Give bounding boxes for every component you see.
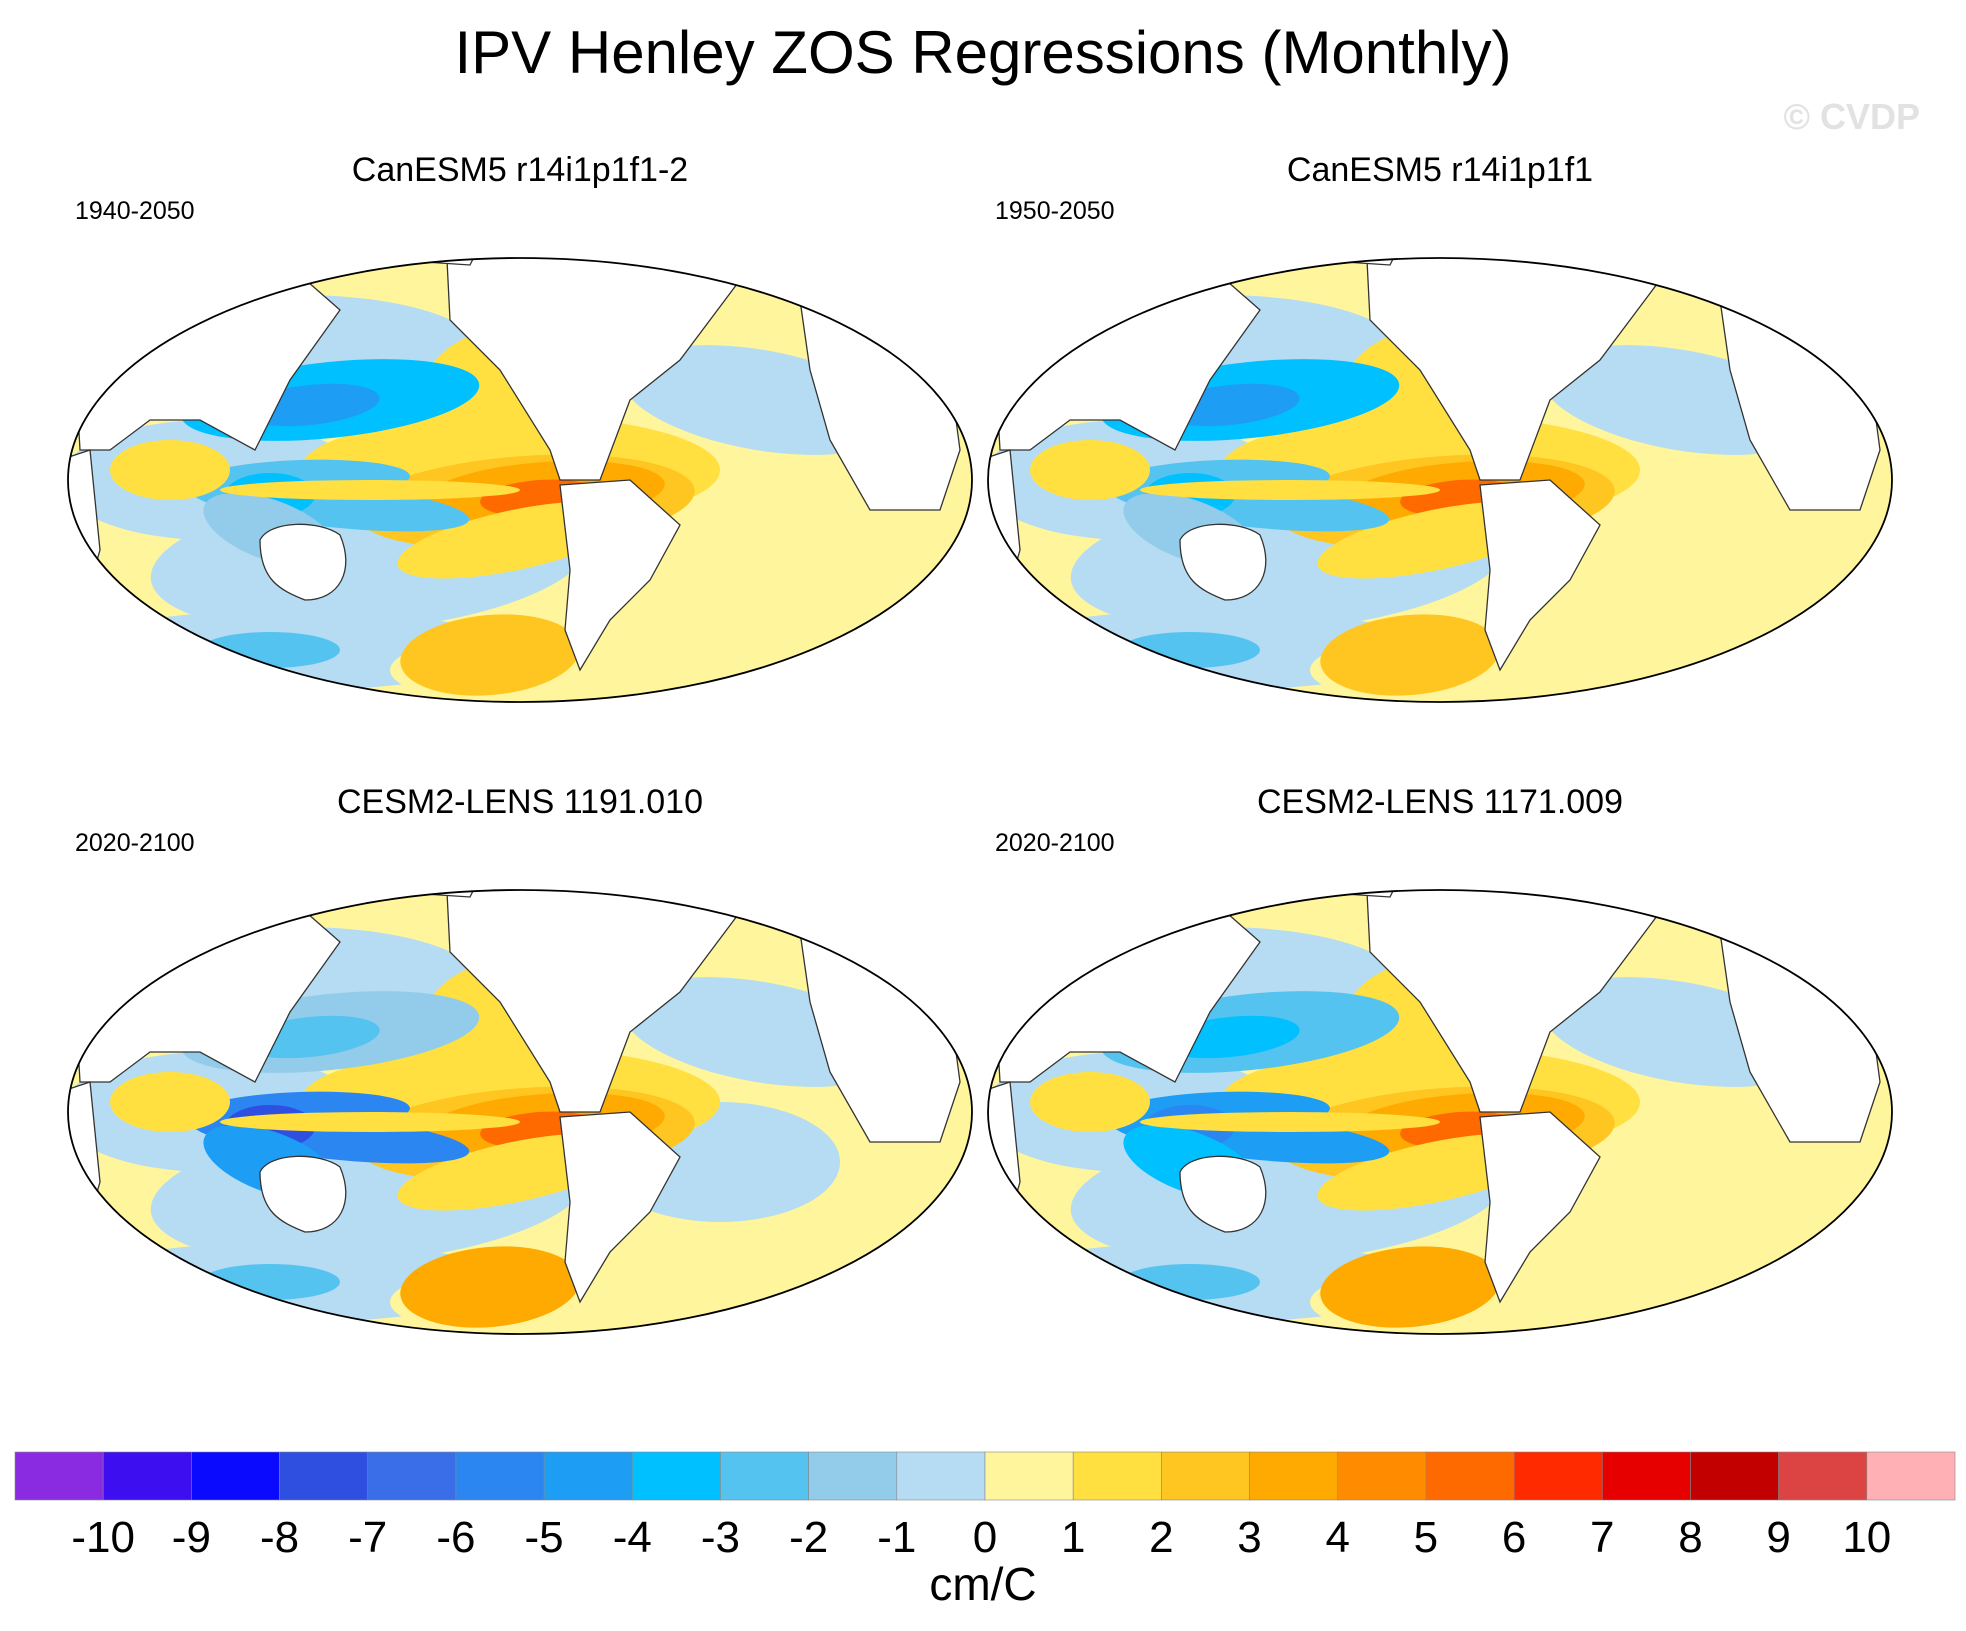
colorbar-swatch (984, 1451, 1074, 1501)
colorbar-swatch (720, 1451, 809, 1501)
colorbar-swatch (1337, 1451, 1427, 1501)
colorbar-swatch (808, 1451, 898, 1501)
equatorial-wedge (220, 1112, 520, 1132)
indian-ocean-positive (1030, 440, 1150, 500)
colorbar-tick-label: 7 (1590, 1513, 1614, 1558)
equatorial-wedge (1140, 480, 1440, 500)
colorbar-tick-label: -8 (260, 1513, 299, 1558)
colorbar-tick-label: 3 (1237, 1513, 1261, 1558)
colorbar-swatch (896, 1451, 986, 1501)
colorbar-tick-label: -3 (701, 1513, 740, 1558)
map-panel: CESM2-LENS 1191.010 2020-2100 (40, 782, 1000, 1402)
colorbar-swatch (1425, 1451, 1515, 1501)
south-america-landmass (559, 1111, 681, 1304)
map-outline (987, 257, 1893, 703)
southeast-pacific-positive (1320, 1246, 1500, 1328)
colorbar-tick-label: -1 (877, 1513, 916, 1558)
colorbar-swatch (1778, 1451, 1868, 1501)
panel-period: 1940-2050 (75, 197, 195, 225)
south-america-landmass (1479, 479, 1601, 672)
map-panel: CanESM5 r14i1p1f1 1950-2050 (960, 150, 1920, 770)
colorbar-swatch (1161, 1451, 1250, 1501)
map-panel: CanESM5 r14i1p1f1-2 1940-2050 (40, 150, 1000, 770)
colorbar-swatch (1072, 1451, 1162, 1501)
arctic-negative (1290, 848, 1370, 876)
equatorial-wedge (220, 480, 520, 500)
colorbar-swatch (1601, 1451, 1691, 1501)
panel-title: CanESM5 r14i1p1f1-2 (351, 151, 689, 189)
colorbar-swatch (1690, 1451, 1779, 1501)
colorbar-tick-label: -5 (525, 1513, 564, 1558)
australia-landmass (1179, 1155, 1267, 1233)
colorbar-swatch (279, 1451, 369, 1501)
colorbar-swatch (455, 1451, 545, 1501)
arctic-negative (370, 216, 450, 244)
panel-period: 2020-2100 (75, 829, 195, 857)
colorbar-tick-label: 10 (1842, 1513, 1891, 1558)
map-outline (987, 889, 1893, 1335)
equatorial-wedge (1140, 1112, 1440, 1132)
colorbar-tick-label: 8 (1678, 1513, 1702, 1558)
colorbar-tick-label: -7 (348, 1513, 387, 1558)
map-svg (67, 848, 973, 1402)
map-svg (987, 216, 1893, 770)
australia-landmass (1179, 523, 1267, 601)
southeast-pacific-positive (1320, 614, 1500, 696)
page-title: IPV Henley ZOS Regressions (Monthly) (454, 19, 1512, 86)
panel-period: 2020-2100 (995, 829, 1115, 857)
map-svg (67, 216, 973, 770)
map-panel: CESM2-LENS 1171.009 2020-2100 (960, 782, 1920, 1402)
colorbar-tick-label: 1 (1061, 1513, 1085, 1558)
colorbar-swatch (631, 1451, 721, 1501)
colorbar-swatch (14, 1451, 104, 1501)
antarctica-landmass (1000, 1342, 1880, 1402)
panel-title: CESM2-LENS 1191.010 (336, 783, 703, 821)
colorbar-swatch (191, 1451, 280, 1501)
panel-title: CESM2-LENS 1171.009 (1256, 783, 1623, 821)
colorbar-tick-label: 9 (1766, 1513, 1790, 1558)
map-svg (987, 848, 1893, 1402)
australia-landmass (259, 523, 347, 601)
colorbar-swatch (367, 1451, 457, 1501)
colorbar-swatch (1866, 1451, 1956, 1501)
arctic-negative (1290, 216, 1370, 244)
colorbar-tick-label: -2 (789, 1513, 828, 1558)
southeast-pacific-positive (400, 1246, 580, 1328)
panel-period: 1950-2050 (995, 197, 1115, 225)
colorbar-swatch (543, 1451, 633, 1501)
south-america-landmass (559, 479, 681, 672)
antarctica-landmass (80, 1342, 960, 1402)
watermark: © CVDP (1783, 96, 1920, 137)
colorbar-tick-label: -6 (436, 1513, 475, 1558)
arctic-negative (370, 848, 450, 876)
colorbar-swatch (102, 1451, 192, 1501)
indian-ocean-positive (1030, 1072, 1150, 1132)
colorbar-tick-label: -9 (172, 1513, 211, 1558)
antarctica-landmass (1000, 710, 1880, 770)
colorbar-tick-label: 6 (1502, 1513, 1526, 1558)
colorbar-tick-label: -4 (613, 1513, 652, 1558)
colorbar-tick-label: 0 (973, 1513, 997, 1558)
southern-ocean-negative (1120, 632, 1260, 668)
australia-landmass (259, 1155, 347, 1233)
map-outline (67, 889, 973, 1335)
colorbar-tick-label: -10 (71, 1513, 135, 1558)
southern-ocean-negative (1120, 1264, 1260, 1300)
colorbar-tick-label: 5 (1414, 1513, 1438, 1558)
map-outline (67, 257, 973, 703)
southern-ocean-negative (200, 1264, 340, 1300)
antarctica-landmass (80, 710, 960, 770)
panel-title: CanESM5 r14i1p1f1 (1286, 151, 1594, 189)
southern-ocean-negative (200, 632, 340, 668)
indian-ocean-positive (110, 1072, 230, 1132)
indian-ocean-positive (110, 440, 230, 500)
south-america-landmass (1479, 1111, 1601, 1304)
colorbar-tick-label: 2 (1149, 1513, 1173, 1558)
colorbar-unit-label: cm/C (929, 1558, 1037, 1610)
colorbar: -10 -9 -8 -7 -6 -5 -4 -3 -2 -1 0 1 2 3 4 5 6 7 8 9 10 (14, 1451, 1956, 1558)
colorbar-tick-label: 4 (1325, 1513, 1349, 1558)
colorbar-swatch (1513, 1451, 1603, 1501)
southeast-pacific-positive (400, 614, 580, 696)
colorbar-swatch (1249, 1451, 1339, 1501)
